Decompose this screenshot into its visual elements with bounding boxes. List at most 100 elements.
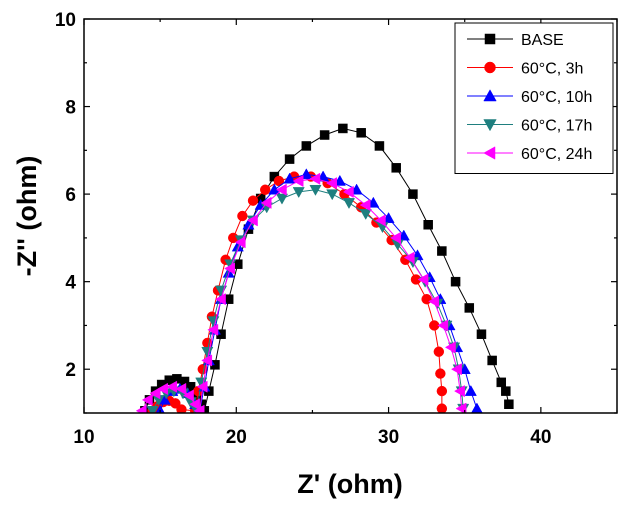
data-point <box>359 209 372 220</box>
data-point <box>428 295 440 308</box>
data-point <box>350 183 363 195</box>
legend-marker <box>484 61 496 74</box>
legend-marker <box>484 33 496 45</box>
data-point <box>260 196 272 209</box>
data-point <box>464 303 475 313</box>
series-line <box>152 176 443 412</box>
series-line <box>159 173 478 413</box>
legend-item: 60°C, 17h <box>467 118 592 135</box>
data-point <box>201 346 214 358</box>
data-point <box>403 251 415 264</box>
legend-item: 60°C, 10h <box>467 89 592 106</box>
data-point <box>333 174 346 186</box>
data-point <box>342 198 356 210</box>
data-layer <box>135 123 514 413</box>
data-point <box>193 404 205 413</box>
data-point <box>201 354 213 367</box>
y-axis-title: -Z'' (ohm) <box>12 156 42 277</box>
data-point <box>157 382 168 395</box>
data-point <box>301 141 312 151</box>
data-point <box>246 214 258 227</box>
data-point <box>275 193 289 205</box>
data-point <box>319 130 330 140</box>
data-point <box>374 141 385 151</box>
data-point <box>146 406 159 413</box>
data-point <box>214 293 226 306</box>
data-point <box>450 276 461 287</box>
y-tick-label: 8 <box>65 98 76 119</box>
data-point <box>455 402 467 413</box>
legend-label: 60°C, 17h <box>521 118 592 135</box>
data-point <box>487 355 497 366</box>
data-point <box>476 329 487 339</box>
legend-label: 60°C, 24h <box>521 146 592 163</box>
data-point <box>342 185 354 198</box>
data-point <box>423 220 433 230</box>
y-tick-label: 4 <box>65 273 76 294</box>
legend: BASE 60°C, 3h 60°C, 10h 60°C, 17h 60°C, 24h <box>454 22 614 174</box>
data-point <box>292 174 304 188</box>
data-point <box>135 404 147 413</box>
data-point <box>390 231 401 244</box>
data-point <box>237 210 248 222</box>
series-4 <box>135 172 467 413</box>
data-point <box>397 229 410 241</box>
data-point <box>436 403 448 413</box>
data-point <box>224 262 235 275</box>
y-tick-label: 10 <box>55 10 76 31</box>
x-tick-label: 20 <box>226 427 247 448</box>
data-point <box>275 183 287 196</box>
data-point <box>450 363 462 376</box>
data-point <box>359 199 371 212</box>
legend-box <box>454 22 614 174</box>
data-point <box>155 404 165 413</box>
data-point <box>356 128 366 138</box>
data-point <box>247 195 259 206</box>
y-tick-label: 2 <box>65 360 76 381</box>
x-tick-label: 40 <box>530 427 551 448</box>
legend-item: BASE <box>467 32 564 49</box>
series-3 <box>146 184 470 413</box>
series-1 <box>147 171 448 413</box>
data-point <box>464 384 477 396</box>
data-point <box>182 389 194 402</box>
legend-marker <box>483 119 497 132</box>
data-point <box>309 184 322 196</box>
data-point <box>260 184 271 195</box>
data-point <box>382 212 395 223</box>
series-line <box>141 178 463 413</box>
legend-item: 60°C, 24h <box>467 146 592 163</box>
data-point <box>283 172 296 184</box>
y-tick-label: 6 <box>65 185 76 206</box>
data-point <box>149 387 161 400</box>
x-tick-label: 10 <box>73 427 94 448</box>
data-point <box>367 196 380 208</box>
data-point <box>496 377 507 388</box>
data-point <box>437 246 447 256</box>
legend-label: 60°C, 10h <box>521 89 592 106</box>
data-point <box>292 187 305 199</box>
data-point <box>326 189 339 201</box>
data-point <box>421 293 432 305</box>
data-point <box>234 236 246 249</box>
data-point <box>141 393 153 406</box>
data-point <box>309 172 321 185</box>
data-point <box>166 380 178 393</box>
x-tick-label: 30 <box>378 427 399 448</box>
legend-label: BASE <box>521 32 564 49</box>
data-point <box>175 382 187 395</box>
data-point <box>433 346 445 357</box>
data-point <box>436 385 448 397</box>
data-point <box>437 319 449 332</box>
data-point <box>374 214 386 227</box>
legend-marker <box>483 89 497 102</box>
legend-item: 60°C, 3h <box>467 61 583 78</box>
data-point <box>454 385 465 398</box>
data-point <box>300 168 313 180</box>
data-point <box>408 189 418 199</box>
data-point <box>435 368 446 379</box>
data-point <box>326 177 337 190</box>
data-point <box>189 398 200 411</box>
legend-marker <box>483 146 496 160</box>
